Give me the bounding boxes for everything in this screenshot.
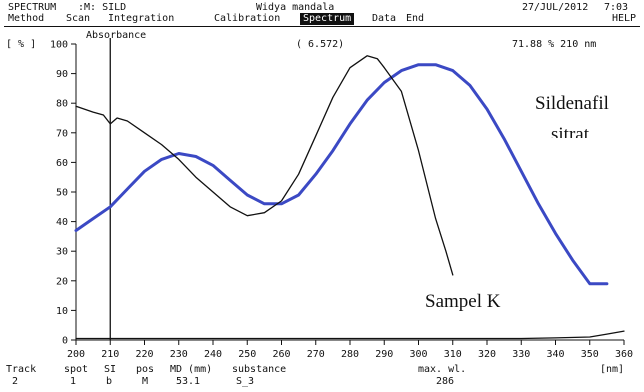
x-tick-label: 330 xyxy=(512,349,530,360)
x-tick-label: 300 xyxy=(409,349,427,360)
series-line-1 xyxy=(75,55,454,276)
chart-ticks: 0 10 20 30 40 50 60 70 80 90 100 200 210 220 230 240 250… xyxy=(50,40,633,361)
y-tick-label: 90 xyxy=(56,69,68,80)
file-label: :M: SILD xyxy=(78,2,127,13)
menu-spectrum[interactable]: Spectrum xyxy=(300,13,355,25)
x-tick-label: 360 xyxy=(615,349,633,360)
footer-value-track: 2 xyxy=(12,376,19,387)
x-tick-label: 200 xyxy=(67,349,85,360)
menu-integration[interactable]: Integration xyxy=(108,13,175,24)
footer-header-unit: [nm] xyxy=(600,364,625,375)
y-tick-label: 70 xyxy=(56,128,68,139)
footer-header-max-wl: max. wl. xyxy=(418,364,467,375)
menu-method[interactable]: Method xyxy=(8,13,45,24)
footer-value-substance: S_3 xyxy=(236,376,255,387)
mode-label: SPECTRUM xyxy=(8,2,57,13)
x-tick-label: 310 xyxy=(444,349,462,360)
chart-axes xyxy=(75,38,624,341)
footer-value-pos: M xyxy=(142,376,149,387)
footer-header-si: SI xyxy=(104,364,117,375)
menu-help[interactable]: HELP xyxy=(612,13,637,24)
footer-header-track: Track xyxy=(6,364,37,375)
footer-value-md: 53.1 xyxy=(176,376,201,387)
footer-value-spot: 1 xyxy=(70,376,77,387)
black-series-label: Sampel K xyxy=(425,291,501,312)
menu-scan[interactable]: Scan xyxy=(66,13,91,24)
y-tick-label: 100 xyxy=(50,40,68,51)
x-tick-label: 220 xyxy=(135,349,153,360)
y-tick-label: 0 xyxy=(62,336,68,347)
menu-end[interactable]: End xyxy=(406,13,425,24)
cursor-value: ( 6.572) xyxy=(296,39,345,50)
chart-series xyxy=(74,55,625,340)
blue-series-label-line2: sitrat xyxy=(551,124,589,138)
menu-calibration[interactable]: Calibration xyxy=(214,13,281,24)
footer-header-pos: pos xyxy=(136,364,155,375)
y-tick-label: 60 xyxy=(56,158,68,169)
cursor-position: 71.88 % 210 nm xyxy=(512,39,597,50)
x-tick-label: 350 xyxy=(581,349,599,360)
x-tick-label: 280 xyxy=(341,349,359,360)
blue-series-label-line1: Sildenafil xyxy=(535,93,609,114)
x-tick-label: 320 xyxy=(478,349,496,360)
menu-divider xyxy=(4,26,640,27)
footer-header-substance: substance xyxy=(232,364,287,375)
footer-value-si: b xyxy=(106,376,113,387)
y-tick-label: 50 xyxy=(56,188,68,199)
series-line-0 xyxy=(74,63,609,286)
series-line-2 xyxy=(75,330,625,340)
y-tick-label: 80 xyxy=(56,99,68,110)
y-tick-label: 20 xyxy=(56,276,68,287)
x-tick-label: 230 xyxy=(170,349,188,360)
x-tick-label: 340 xyxy=(546,349,564,360)
menu-data[interactable]: Data xyxy=(372,13,397,24)
x-tick-label: 240 xyxy=(204,349,222,360)
x-tick-label: 250 xyxy=(238,349,256,360)
y-unit-label: [ % ] xyxy=(6,39,37,50)
y-tick-label: 40 xyxy=(56,217,68,228)
time-label: 7:03 xyxy=(604,2,629,13)
footer-header-md: MD (mm) xyxy=(170,364,213,375)
footer-value-max-wl: 286 xyxy=(436,376,455,387)
y-tick-label: 10 xyxy=(56,306,68,317)
series-type-label: Absorbance xyxy=(86,30,147,41)
operator-label: Widya mandala xyxy=(256,2,335,13)
footer-header-spot: spot xyxy=(64,364,89,375)
x-tick-label: 260 xyxy=(272,349,290,360)
x-tick-label: 210 xyxy=(101,349,119,360)
x-tick-label: 290 xyxy=(375,349,393,360)
date-label: 27/JUL/2012 xyxy=(522,2,589,13)
x-tick-label: 270 xyxy=(307,349,325,360)
y-tick-label: 30 xyxy=(56,247,68,258)
